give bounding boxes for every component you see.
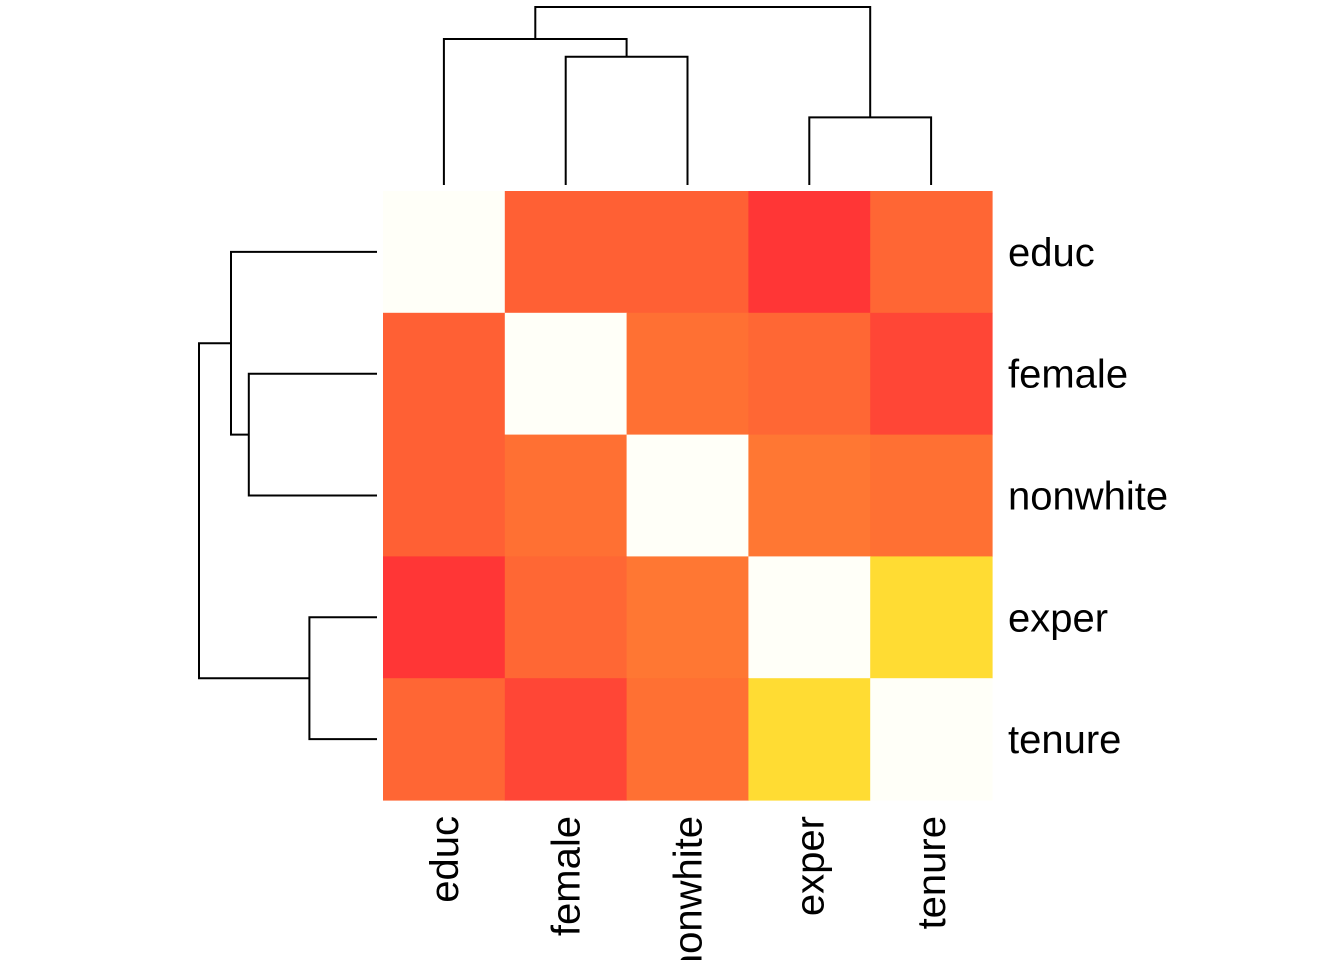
row-dendrogram: [198, 250, 377, 741]
heatmap-cell-exper-educ: [383, 556, 506, 679]
heatmap-cell-nonwhite-exper: [748, 434, 871, 557]
heatmap-cell-female-female: [504, 312, 628, 436]
row-dendrogram-branch: [198, 342, 310, 680]
column-dendrogram-branch: [564, 55, 689, 185]
row-label-female: female: [1008, 353, 1128, 397]
heatmap-cell-tenure-educ: [383, 678, 506, 801]
heatmap-cell-female-nonwhite: [626, 312, 749, 436]
column-label-educ: educ: [423, 816, 467, 903]
heatmap-cell-exper-nonwhite: [626, 556, 749, 679]
heatmap-cell-educ-tenure: [870, 191, 993, 314]
row-dendrogram-branch: [230, 250, 377, 436]
heatmap-cell-exper-female: [504, 556, 628, 679]
column-dendrogram-branch: [808, 116, 933, 185]
column-dendrogram-branch: [442, 38, 628, 185]
heatmap-cell-nonwhite-nonwhite: [626, 434, 749, 557]
column-dendrogram: [442, 6, 933, 185]
heatmap-cell-educ-exper: [748, 191, 871, 314]
row-label-exper: exper: [1008, 596, 1108, 640]
heatmap-cell-nonwhite-educ: [383, 434, 506, 557]
heatmap-cells: [383, 191, 993, 801]
heatmap-cell-nonwhite-tenure: [870, 434, 993, 557]
row-dendrogram-branch: [247, 372, 377, 497]
column-label-exper: exper: [788, 816, 832, 916]
heatmap-cell-educ-educ: [383, 191, 506, 314]
row-dendrogram-branch: [308, 616, 377, 741]
heatmap-cell-female-educ: [383, 312, 506, 436]
row-label-tenure: tenure: [1008, 718, 1121, 762]
heatmap-cell-exper-tenure: [870, 556, 993, 679]
heatmap-cell-tenure-exper: [748, 678, 871, 801]
heatmap-cell-tenure-nonwhite: [626, 678, 749, 801]
column-label-female: female: [545, 816, 589, 936]
column-label-tenure: tenure: [910, 816, 954, 929]
heatmap-cell-female-tenure: [870, 312, 993, 436]
heatmap-cell-tenure-female: [504, 678, 628, 801]
column-label-nonwhite: nonwhite: [667, 816, 711, 960]
heatmap-cell-nonwhite-female: [504, 434, 628, 557]
heatmap-cell-exper-exper: [748, 556, 871, 679]
column-labels: educ female nonwhite exper tenure: [423, 816, 954, 960]
heatmap-cell-female-exper: [748, 312, 871, 436]
heatmap-cell-tenure-tenure: [870, 678, 993, 801]
column-dendrogram-branch: [534, 6, 872, 118]
heatmap-cell-educ-nonwhite: [626, 191, 749, 314]
heatmap-cell-educ-female: [504, 191, 628, 314]
row-label-nonwhite: nonwhite: [1008, 475, 1168, 519]
row-labels: educ female nonwhite exper tenure: [1008, 231, 1168, 762]
row-label-educ: educ: [1008, 231, 1095, 275]
